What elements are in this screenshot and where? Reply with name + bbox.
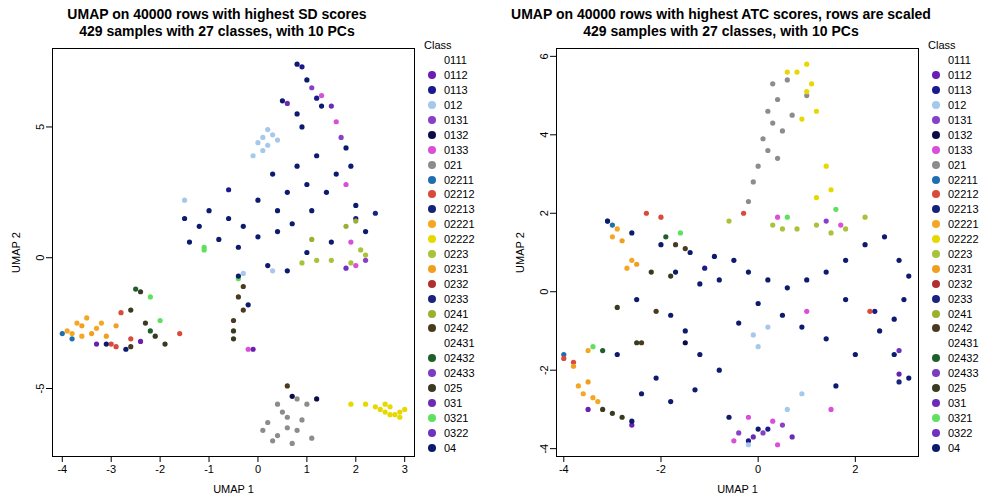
html-text:0241: 0241	[948, 307, 973, 320]
html-text:0231: 0231	[444, 262, 469, 275]
svg-text:-4: -4	[57, 463, 67, 475]
html-text:02432: 02432	[948, 352, 979, 365]
html-text:UMAP on 40000 rows with highes: UMAP on 40000 rows with highest ATC scor…	[511, 6, 931, 22]
svg-text:-2: -2	[155, 463, 165, 475]
html-text:0113: 0113	[444, 84, 468, 97]
html-text:0133: 0133	[948, 143, 973, 156]
html-text:0132: 0132	[444, 128, 469, 141]
svg-text:5: 5	[34, 124, 46, 130]
html-text:0223: 0223	[948, 248, 973, 260]
svg-text:0: 0	[255, 463, 261, 475]
svg-text:UMAP 1: UMAP 1	[213, 483, 254, 495]
html-text:0223: 0223	[444, 248, 469, 260]
html-text:0242: 0242	[948, 322, 973, 335]
svg-text:UMAP 1: UMAP 1	[717, 483, 758, 495]
html-text:02213: 02213	[444, 203, 475, 216]
html-text:025: 025	[444, 382, 463, 394]
html-text:0131: 0131	[948, 114, 973, 126]
svg-text:-2: -2	[656, 463, 666, 475]
html-text:02212: 02212	[444, 188, 475, 201]
html-text:02431: 02431	[948, 337, 979, 350]
html-text:021: 021	[948, 158, 967, 171]
html-text:0321: 0321	[948, 411, 973, 424]
html-text:0321: 0321	[444, 411, 469, 424]
svg-text:-4: -4	[538, 444, 550, 454]
svg-text:UMAP 2: UMAP 2	[10, 232, 22, 273]
html-text:0232: 0232	[948, 277, 973, 290]
html-text:0242: 0242	[444, 322, 469, 335]
svg-text:-1: -1	[204, 463, 214, 475]
html-text:02221: 02221	[948, 218, 979, 231]
html-text:0232: 0232	[444, 277, 469, 290]
html-text:0322: 0322	[948, 426, 973, 439]
html-text:0231: 0231	[948, 262, 973, 275]
html-text:429 samples with 27 classes, w: 429 samples with 27 classes, with 10 PCs	[79, 23, 355, 39]
svg-text:1: 1	[304, 463, 310, 475]
svg-text:-4: -4	[559, 463, 569, 475]
html-text:02222: 02222	[948, 233, 979, 246]
html-text:02433: 02433	[948, 367, 979, 380]
html-text:02221: 02221	[444, 218, 475, 231]
html-text:025: 025	[948, 382, 967, 394]
svg-text:2: 2	[852, 463, 858, 475]
html-text:02211: 02211	[444, 173, 474, 186]
html-text:429 samples with 27 classes, w: 429 samples with 27 classes, with 10 PCs	[583, 23, 859, 39]
svg-text:2: 2	[353, 463, 359, 475]
html-text:Class: Class	[424, 39, 452, 51]
html-text:021: 021	[444, 158, 463, 171]
html-text:0112: 0112	[444, 69, 468, 82]
html-text:031: 031	[444, 396, 463, 409]
html-text:0111: 0111	[444, 54, 467, 67]
html-text:0322: 0322	[444, 426, 469, 439]
html-text:02431: 02431	[444, 337, 475, 350]
html-text:0233: 0233	[444, 292, 469, 305]
svg-text:-3: -3	[106, 463, 116, 475]
html-text:02432: 02432	[444, 352, 475, 365]
html-text:0132: 0132	[948, 128, 973, 141]
html-text:0241: 0241	[444, 307, 469, 320]
html-text:02211: 02211	[948, 173, 978, 186]
html-text:02213: 02213	[948, 203, 979, 216]
svg-text:0: 0	[755, 463, 761, 475]
html-text:04: 04	[948, 441, 961, 454]
html-text:02212: 02212	[948, 188, 979, 201]
html-text:02433: 02433	[444, 367, 475, 380]
svg-text:-2: -2	[538, 365, 550, 375]
html-text:02222: 02222	[444, 233, 475, 246]
html-text:012: 012	[948, 99, 967, 112]
html-text:UMAP on 40000 rows with highes: UMAP on 40000 rows with highest SD score…	[67, 6, 367, 22]
html-text:0133: 0133	[444, 143, 469, 156]
html-text:Class: Class	[928, 39, 956, 51]
html-text:0113: 0113	[948, 84, 972, 97]
html-text:04: 04	[444, 441, 457, 454]
html-text:0112: 0112	[948, 69, 972, 82]
svg-text:3: 3	[402, 463, 408, 475]
svg-text:6: 6	[538, 53, 550, 59]
html-text:0233: 0233	[948, 292, 973, 305]
svg-text:-5: -5	[34, 384, 46, 394]
svg-text:4: 4	[538, 132, 550, 138]
svg-text:UMAP 2: UMAP 2	[514, 232, 526, 273]
svg-text:2: 2	[538, 210, 550, 216]
html-text:0111: 0111	[948, 54, 971, 67]
html-text:012: 012	[444, 99, 463, 112]
svg-text:0: 0	[34, 255, 46, 261]
svg-text:0: 0	[538, 289, 550, 295]
html-text:0131: 0131	[444, 114, 469, 126]
html-text:031: 031	[948, 396, 967, 409]
